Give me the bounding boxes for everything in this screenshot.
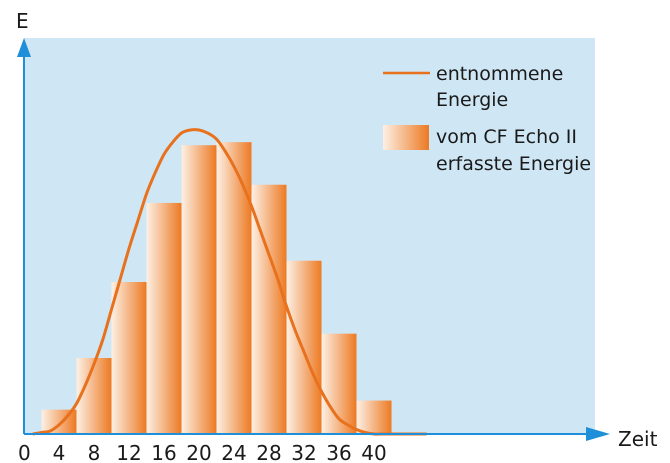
legend-bar-label-line2: erfasste Energie [436,153,591,175]
legend: entnommene Energie vom CF Echo II erfass… [383,63,591,175]
x-tick-labels: 4 8 12 16 20 24 28 32 36 40 [53,441,387,463]
x-axis-arrow-icon [586,427,610,441]
bar-12 [111,282,147,434]
bar-24 [216,142,252,434]
x-tick-label-20: 20 [186,441,211,463]
x-tick-label-40: 40 [361,441,386,463]
bar-8 [76,358,112,434]
x-tick-label-28: 28 [256,441,281,463]
x-tick-label-16: 16 [151,441,176,463]
origin-label: 0 [18,441,31,463]
x-axis-label: Zeit [618,427,658,451]
bar-40 [356,400,392,434]
y-axis-label: E [16,9,29,33]
x-tick-label-32: 32 [291,441,316,463]
bar-20 [181,145,217,434]
x-tick-label-4: 4 [53,441,66,463]
x-tick-label-24: 24 [221,441,246,463]
y-axis-arrow-icon [17,38,31,57]
bar-32 [286,260,322,434]
x-tick-label-12: 12 [116,441,141,463]
bar-16 [146,202,182,434]
legend-curve-label-line2: Energie [436,89,508,111]
x-tick-label-36: 36 [326,441,351,463]
bar-group [41,142,392,434]
x-tick-label-8: 8 [88,441,101,463]
energy-curve [32,128,427,436]
legend-bar-label-line1: vom CF Echo II [436,126,577,148]
legend-curve-label-line1: entnommene [436,63,563,85]
legend-bar-symbol [383,125,429,150]
